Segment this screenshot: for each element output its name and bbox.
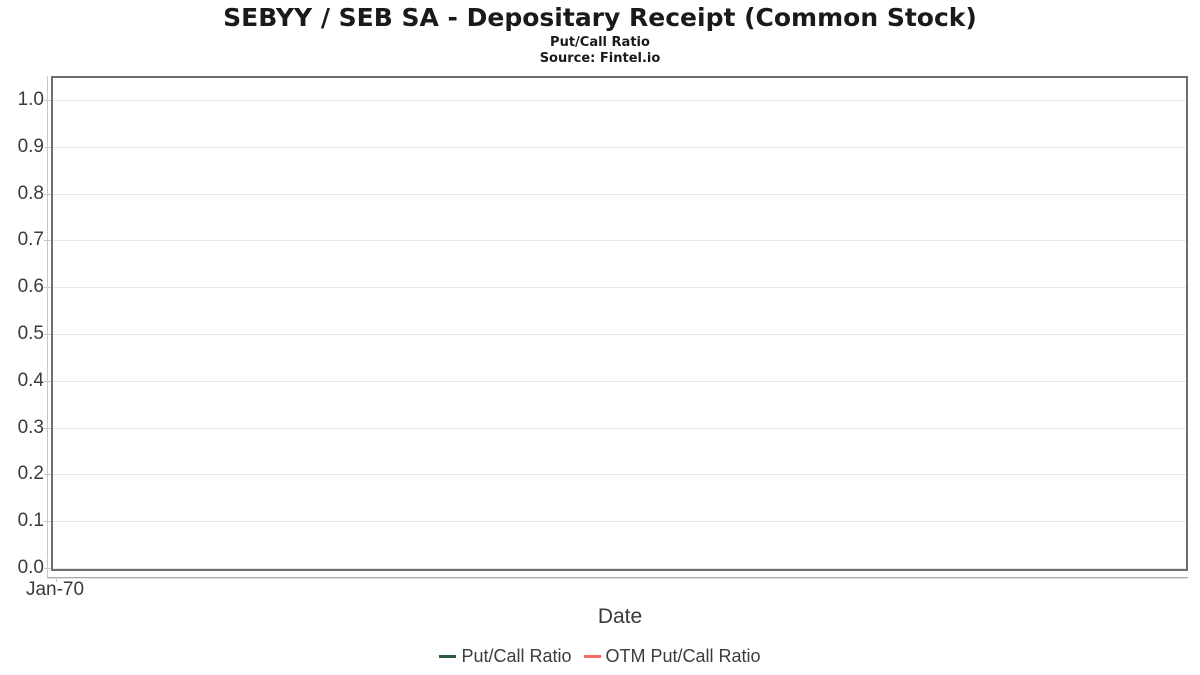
y-tick-mark [44,240,51,242]
y-tick-mark [44,568,51,569]
y-tick-label: 0.8 [17,182,44,204]
y-gridline [53,146,1186,148]
y-gridline [53,100,1186,101]
y-tick-mark [44,193,51,195]
y-gridline [53,240,1186,242]
y-tick-mark [44,474,51,476]
chart-subtitle: Put/Call Ratio [550,35,650,50]
y-tick-label: 0.0 [17,557,44,578]
legend-item: OTM Put/Call Ratio [583,646,761,667]
y-tick-mark [44,287,51,289]
chart-title: SEBYY / SEB SA - Depositary Receipt (Com… [223,3,977,32]
y-tick-label: 0.4 [17,369,44,391]
y-tick-mark [44,521,51,523]
y-gridline [53,427,1186,429]
x-axis-line [47,577,1188,579]
legend-item: Put/Call Ratio [439,646,572,667]
y-tick-label: 0.5 [17,323,44,344]
legend-swatch-line [583,655,601,658]
x-tick-mark [56,577,57,582]
y-tick-mark [44,427,51,429]
chart-source-label: Source: Fintel.io [539,51,661,66]
x-axis-title: Date [597,605,643,628]
y-tick-mark [44,146,51,148]
y-gridline [53,287,1186,289]
y-gridline [53,474,1186,476]
y-axis-line [47,76,48,577]
legend-item-label: OTM Put/Call Ratio [605,646,761,666]
y-tick-mark [44,380,51,382]
y-tick-label: 0.1 [17,510,44,532]
chart-legend: Put/Call Ratio OTM Put/Call Ratio [0,646,1200,667]
y-gridline [53,193,1186,195]
y-tick-label: 0.9 [17,135,44,157]
y-tick-label: 0.6 [17,276,44,298]
y-gridline [53,521,1186,523]
y-gridline [53,334,1186,335]
y-tick-mark [44,100,51,101]
legend-item-label: Put/Call Ratio [461,646,572,666]
x-tick-label: Jan-70 [25,579,85,600]
y-tick-mark [44,334,51,335]
plot-area [51,76,1188,571]
y-tick-label: 0.3 [17,416,44,438]
y-tick-label: 0.7 [17,229,44,251]
y-gridline [53,568,1186,569]
legend-swatch-line [439,655,457,658]
y-gridline [53,380,1186,382]
y-tick-label: 1.0 [17,89,44,110]
y-tick-label: 0.2 [17,463,44,485]
